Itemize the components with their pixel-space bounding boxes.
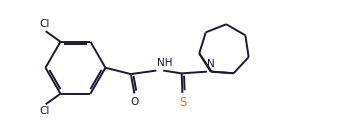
Text: O: O [131,97,139,107]
Text: Cl: Cl [39,106,49,116]
Text: Cl: Cl [39,19,49,29]
Text: NH: NH [157,58,173,68]
Text: N: N [207,59,215,69]
Text: S: S [179,96,186,109]
